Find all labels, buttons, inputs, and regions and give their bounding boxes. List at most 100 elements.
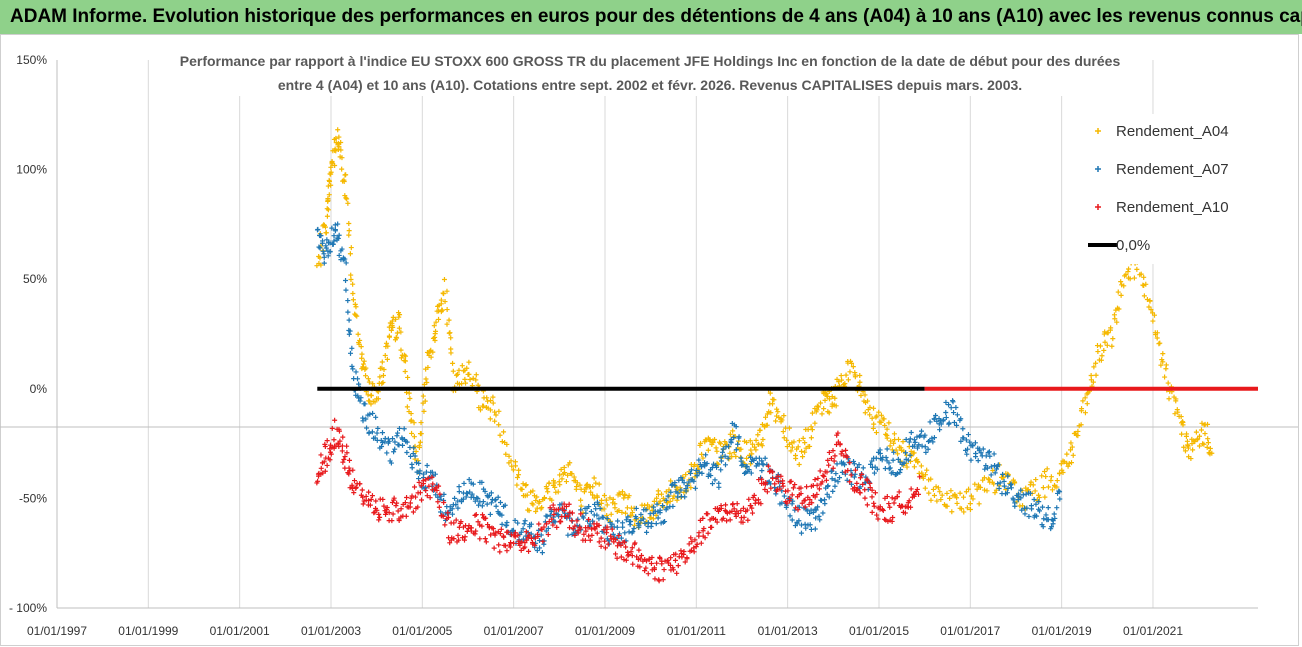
data-point	[708, 473, 714, 479]
data-point	[681, 551, 687, 557]
data-point	[1154, 335, 1160, 341]
data-point	[1172, 411, 1178, 417]
data-point	[838, 451, 844, 457]
data-point	[424, 379, 430, 385]
data-point	[418, 431, 424, 437]
data-point	[327, 240, 333, 246]
data-point	[410, 509, 416, 515]
data-point	[610, 496, 616, 502]
data-point	[975, 458, 981, 464]
data-point	[619, 509, 625, 515]
data-point	[1034, 513, 1040, 519]
data-point	[917, 474, 923, 480]
data-point	[456, 367, 462, 373]
data-point	[329, 425, 335, 431]
data-point	[396, 325, 402, 331]
data-point	[886, 420, 892, 426]
data-point	[430, 481, 436, 487]
data-point	[403, 513, 409, 519]
data-point	[718, 503, 724, 509]
data-point	[1010, 497, 1016, 503]
data-point	[488, 398, 494, 404]
data-point	[925, 446, 931, 452]
data-point	[618, 554, 624, 560]
data-point	[1049, 524, 1055, 530]
data-point	[409, 465, 415, 471]
data-point	[1054, 478, 1060, 484]
data-point	[523, 529, 529, 535]
data-point	[807, 497, 813, 503]
data-point	[321, 459, 327, 465]
x-tick-label: 01/01/2021	[1123, 624, 1183, 638]
data-point	[467, 489, 473, 495]
data-point	[490, 394, 496, 400]
data-point	[1078, 422, 1084, 428]
data-point	[439, 307, 445, 313]
data-point	[393, 503, 399, 509]
data-point	[995, 462, 1001, 468]
data-point	[1166, 396, 1172, 402]
data-point	[904, 464, 910, 470]
data-point	[733, 447, 739, 453]
data-point	[817, 517, 823, 523]
data-point	[574, 518, 580, 524]
data-point	[506, 453, 512, 459]
data-point	[589, 532, 595, 538]
data-point	[596, 481, 602, 487]
data-point	[886, 501, 892, 507]
data-point	[891, 431, 897, 437]
data-point	[919, 428, 925, 434]
data-point	[1069, 444, 1075, 450]
data-point	[911, 443, 917, 449]
data-point	[1201, 441, 1207, 447]
data-point	[888, 438, 894, 444]
data-point	[388, 327, 394, 333]
data-point	[363, 373, 369, 379]
data-point	[667, 562, 673, 568]
data-point	[993, 487, 999, 493]
data-point	[447, 330, 453, 336]
data-point	[413, 448, 419, 454]
data-point	[629, 545, 635, 551]
data-point	[1162, 374, 1168, 380]
data-point	[944, 503, 950, 509]
data-point	[369, 493, 375, 499]
data-point	[363, 493, 369, 499]
data-point	[404, 495, 410, 501]
data-point	[787, 513, 793, 519]
data-point	[444, 307, 450, 313]
data-point	[446, 330, 452, 336]
data-point	[477, 536, 483, 542]
data-point	[926, 490, 932, 496]
data-point	[449, 506, 455, 512]
data-point	[336, 144, 342, 150]
data-point	[857, 475, 863, 481]
data-point	[1032, 488, 1038, 494]
data-point	[738, 508, 744, 514]
data-point	[623, 510, 629, 516]
data-point	[683, 472, 689, 478]
data-point	[559, 476, 565, 482]
data-point	[882, 422, 888, 428]
data-point	[319, 240, 325, 246]
data-point	[862, 392, 868, 398]
data-point	[907, 452, 913, 458]
data-point	[724, 518, 730, 524]
data-point	[1090, 379, 1096, 385]
data-point	[686, 541, 692, 547]
x-tick-label: 01/01/2003	[301, 624, 361, 638]
data-point	[614, 555, 620, 561]
data-point	[332, 222, 338, 228]
data-point	[561, 465, 567, 471]
data-point	[1043, 474, 1049, 480]
data-point	[807, 511, 813, 517]
data-point	[390, 436, 396, 442]
data-point	[646, 557, 652, 563]
data-point	[335, 127, 341, 133]
data-point	[479, 503, 485, 509]
data-point	[444, 321, 450, 327]
data-point	[366, 498, 372, 504]
data-point	[791, 439, 797, 445]
data-point	[554, 524, 560, 530]
data-point	[376, 517, 382, 523]
